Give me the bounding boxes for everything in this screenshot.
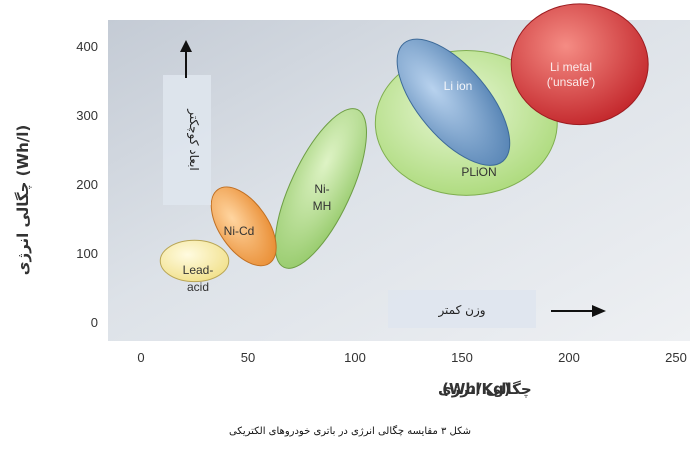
plion-label: PLiON (461, 165, 496, 179)
ni-mh-label-line2: MH (313, 199, 332, 213)
li-metal-label-line1: Li metal (550, 60, 592, 74)
x-tick-label-3: 150 (451, 350, 473, 365)
x-tick-label-1: 50 (241, 350, 255, 365)
lighter-weight-label: وزن کمتر (437, 303, 485, 318)
li-ion-label: Li ion (444, 79, 473, 93)
x-axis-title-unit: (Wh/Kg) (442, 380, 511, 398)
figure-caption: شکل ۳ مقایسه چگالی انرژی در باتری خودروه… (0, 426, 700, 437)
smaller-size-label: ابعاد کوچکتر (186, 108, 201, 170)
x-ticks: 0 50 100 150 200 250 (137, 350, 686, 365)
y-tick-label-3: 300 (76, 108, 98, 123)
y-tick-label-1: 100 (76, 246, 98, 261)
y-tick-label-0: 0 (91, 315, 98, 330)
li-metal-label-line2: ('unsafe') (547, 75, 596, 89)
ni-cd-label: Ni-Cd (224, 224, 255, 238)
smaller-size-box (163, 75, 211, 205)
y-tick-label-4: 400 (76, 39, 98, 54)
x-tick-label-0: 0 (137, 350, 144, 365)
y-tick-label-2: 200 (76, 177, 98, 192)
x-tick-label-2: 100 (344, 350, 366, 365)
ni-mh-label-line1: Ni- (314, 182, 329, 196)
lead-acid-label-line2: acid (187, 280, 209, 294)
y-ticks: 0 100 200 300 400 (76, 39, 98, 330)
lead-acid-label-line1: Lead- (183, 263, 214, 277)
y-axis-title: چگالی انرژی (Wh/l) (14, 125, 33, 275)
x-tick-label-4: 200 (558, 350, 580, 365)
x-tick-label-5: 250 (665, 350, 687, 365)
